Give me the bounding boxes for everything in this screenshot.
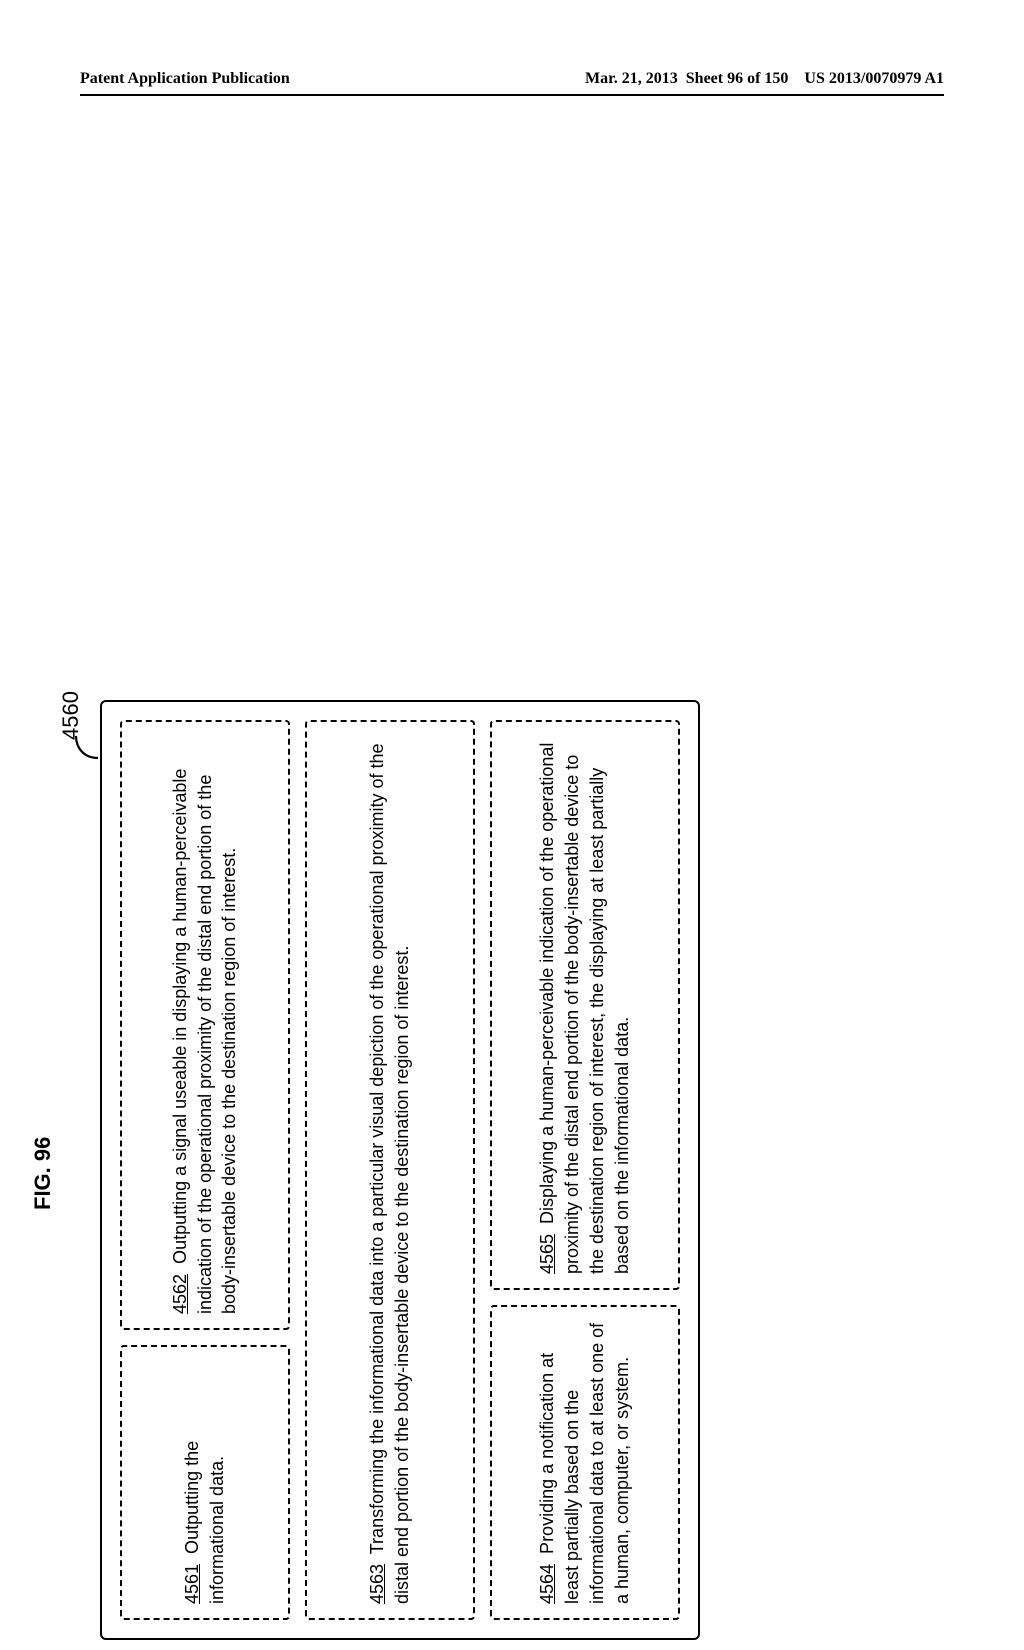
box-4563-num: 4563 (367, 1564, 387, 1604)
box-4561-content: 4561 Outputting the informational data. (180, 1361, 230, 1604)
header-sheet: Sheet 96 of 150 (686, 70, 789, 87)
box-4564: 4564 Providing a notification at least p… (490, 1305, 680, 1620)
box-4565: 4565 Displaying a human-perceivable indi… (490, 720, 680, 1290)
header-date: Mar. 21, 2013 (585, 70, 678, 87)
header-right: Mar. 21, 2013 Sheet 96 of 150 US 2013/00… (585, 70, 944, 88)
page: Patent Application Publication Mar. 21, … (0, 0, 1024, 1320)
figure-96-diagram: FIG. 96 4560 4561 Outputting the informa… (160, 210, 860, 1170)
box-4561: 4561 Outputting the informational data. (120, 1345, 290, 1620)
header-docnum: US 2013/0070979 A1 (804, 70, 944, 87)
ref-4560: 4560 (58, 691, 84, 740)
header-left: Patent Application Publication (80, 70, 290, 88)
figure-label: FIG. 96 (30, 1137, 56, 1210)
box-4565-text: Displaying a human-perceivable indicatio… (537, 743, 631, 1274)
page-header: Patent Application Publication Mar. 21, … (80, 70, 944, 96)
box-4562-text: Outputting a signal useable in displayin… (170, 769, 240, 1314)
box-4563-text: Transforming the informational data into… (367, 744, 412, 1605)
box-4561-num: 4561 (182, 1564, 202, 1604)
box-4562: 4562 Outputting a signal useable in disp… (120, 720, 290, 1330)
box-4565-num: 4565 (537, 1234, 557, 1274)
box-4564-text: Providing a notification at least partia… (537, 1323, 631, 1604)
box-4563-content: 4563 Transforming the informational data… (365, 736, 415, 1604)
box-4562-content: 4562 Outputting a signal useable in disp… (168, 736, 242, 1314)
box-4565-content: 4565 Displaying a human-perceivable indi… (535, 736, 634, 1274)
box-4562-num: 4562 (170, 1274, 190, 1314)
figure-rotated-group: FIG. 96 4560 4561 Outputting the informa… (30, 690, 730, 1650)
box-4564-content: 4564 Providing a notification at least p… (535, 1321, 634, 1604)
box-4563: 4563 Transforming the informational data… (305, 720, 475, 1620)
box-4564-num: 4564 (537, 1564, 557, 1604)
